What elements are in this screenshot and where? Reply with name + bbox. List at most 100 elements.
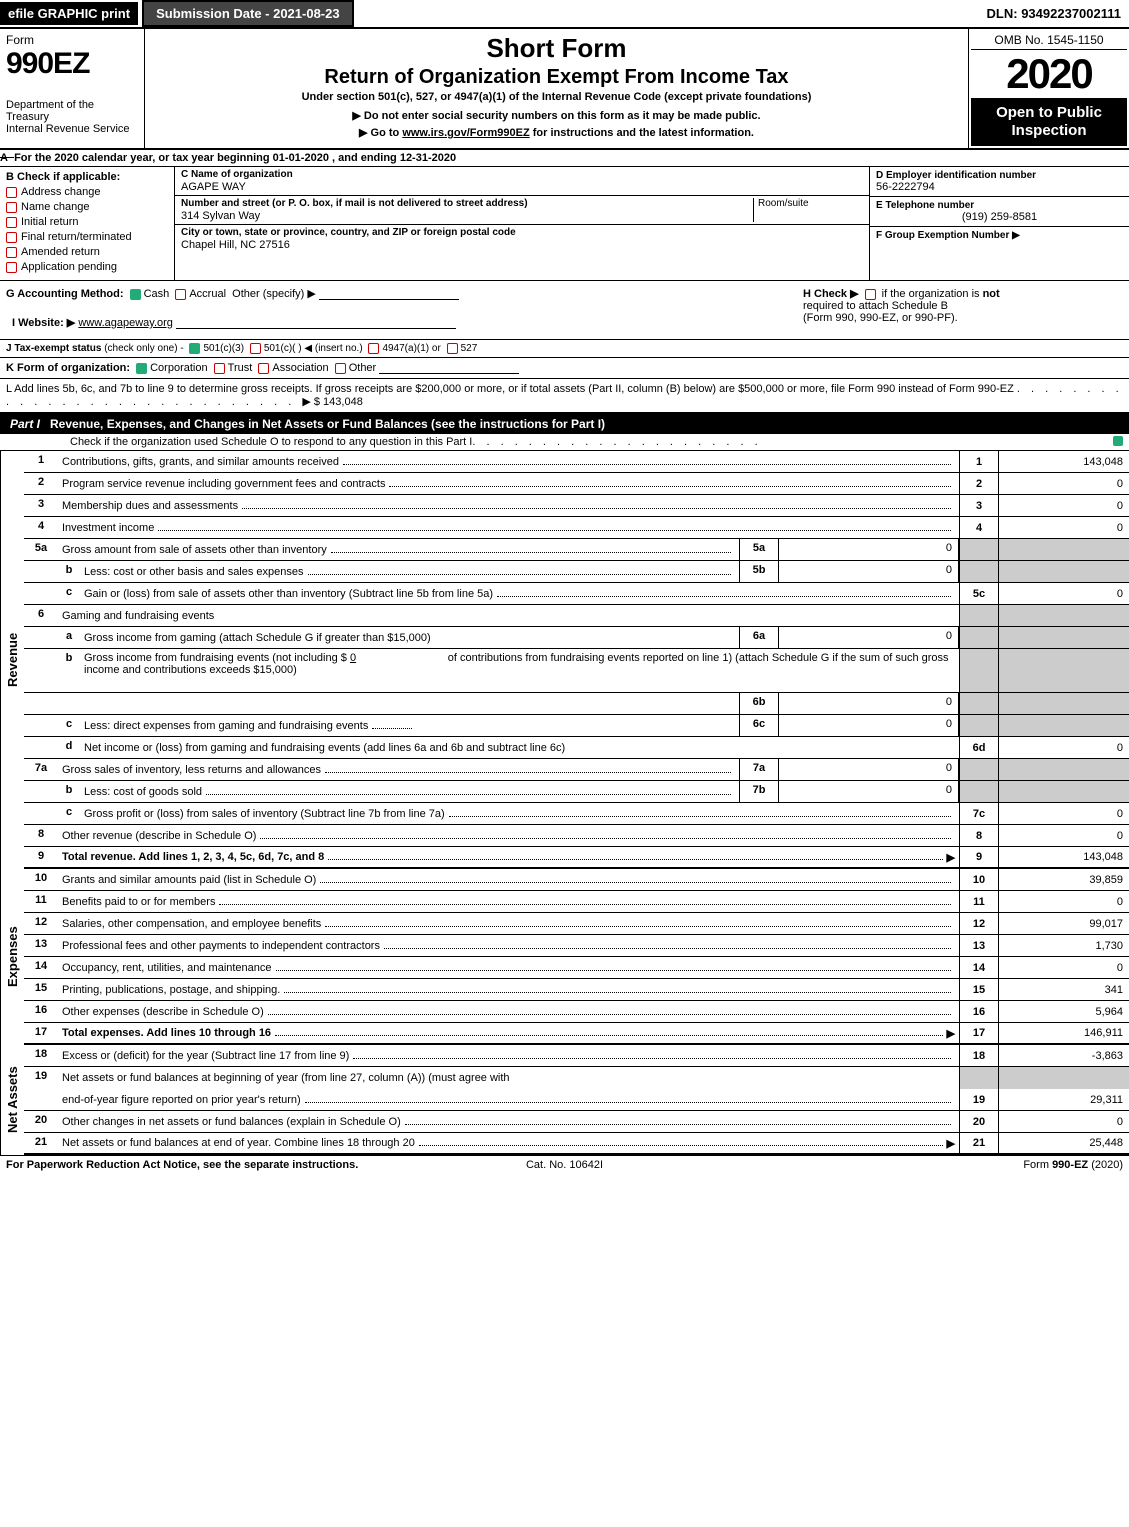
endval-6b2-shade (999, 693, 1129, 714)
val-16: 5,964 (999, 1001, 1129, 1022)
num-20: 20 (24, 1111, 58, 1132)
val-19: 29,311 (999, 1089, 1129, 1110)
chk-name-change[interactable] (6, 202, 17, 213)
l-amount: ▶ $ 143,048 (302, 396, 362, 408)
lbl-527: 527 (461, 343, 478, 354)
sub-b: b (58, 561, 80, 582)
val-6d: 0 (999, 737, 1129, 758)
line-a-text: For the 2020 calendar year, or tax year … (14, 152, 456, 164)
chk-corporation[interactable] (136, 363, 147, 374)
website-link[interactable]: www.agapeway.org (78, 317, 173, 329)
short-form-title: Short Form (153, 33, 960, 64)
footer-left: For Paperwork Reduction Act Notice, see … (6, 1159, 358, 1171)
val-7c: 0 (999, 803, 1129, 824)
sub-6b: b (58, 649, 80, 692)
desc-19-1: Net assets or fund balances at beginning… (62, 1072, 510, 1084)
midval-6a: 0 (779, 627, 959, 648)
irs-link[interactable]: www.irs.gov/Form990EZ (402, 127, 529, 139)
val-12: 99,017 (999, 913, 1129, 934)
endnum-7b-shade (959, 781, 999, 802)
chk-association[interactable] (258, 363, 269, 374)
endnum-15: 15 (959, 979, 999, 1000)
chk-application-pending[interactable] (6, 262, 17, 273)
val-21: 25,448 (999, 1133, 1129, 1153)
chk-k-other[interactable] (335, 363, 346, 374)
website-underline (176, 317, 456, 329)
street-value: 314 Sylvan Way (181, 210, 753, 222)
omb-number: OMB No. 1545-1150 (971, 31, 1127, 50)
line-a-tax-year: A For the 2020 calendar year, or tax yea… (0, 150, 1129, 167)
chk-address-change[interactable] (6, 187, 17, 198)
desc-15: Printing, publications, postage, and shi… (62, 984, 280, 996)
num-4: 4 (24, 517, 58, 538)
num-7a: 7a (24, 759, 58, 780)
header-center: Short Form Return of Organization Exempt… (145, 29, 969, 148)
chk-4947[interactable] (368, 343, 379, 354)
endnum-5c: 5c (959, 583, 999, 604)
desc-21: Net assets or fund balances at end of ye… (62, 1137, 415, 1149)
dln-label: DLN: 93492237002111 (979, 2, 1129, 25)
chk-501c[interactable] (250, 343, 261, 354)
midnum-7b: 7b (739, 781, 779, 802)
chk-527[interactable] (447, 343, 458, 354)
val-8: 0 (999, 825, 1129, 846)
chk-schedule-o-used[interactable] (1113, 436, 1123, 446)
k-label: K Form of organization: (6, 362, 130, 374)
chk-amended-return[interactable] (6, 247, 17, 258)
endval-6-shade (999, 605, 1129, 626)
midnum-7a: 7a (739, 759, 779, 780)
desc-7c: Gross profit or (loss) from sales of inv… (84, 808, 445, 820)
val-9: 143,048 (999, 847, 1129, 867)
chk-schedule-b[interactable] (865, 289, 876, 300)
efile-print-label[interactable]: efile GRAPHIC print (0, 2, 138, 25)
footer-right: Form 990-EZ (2020) (1023, 1159, 1123, 1171)
chk-cash[interactable] (130, 289, 141, 300)
num-6a-blank (24, 627, 58, 648)
num-6: 6 (24, 605, 58, 626)
h-not: not (983, 288, 1000, 300)
chk-accrual[interactable] (175, 289, 186, 300)
val-14: 0 (999, 957, 1129, 978)
org-name: AGAPE WAY (181, 181, 863, 193)
desc-6: Gaming and fundraising events (62, 610, 214, 622)
chk-initial-return[interactable] (6, 217, 17, 228)
midval-6b: 0 (779, 693, 959, 714)
other-specify-field[interactable] (319, 288, 459, 300)
chk-trust[interactable] (214, 363, 225, 374)
col-c-org-info: C Name of organization AGAPE WAY Number … (175, 167, 869, 280)
num-9: 9 (24, 847, 58, 867)
form-number: 990EZ (6, 47, 138, 81)
desc-11: Benefits paid to or for members (62, 896, 215, 908)
num-19: 19 (24, 1067, 58, 1089)
chk-final-return[interactable] (6, 232, 17, 243)
val-13: 1,730 (999, 935, 1129, 956)
arrow-9: ▶ (947, 851, 955, 864)
val-10: 39,859 (999, 869, 1129, 890)
endnum-5b-shade (959, 561, 999, 582)
desc-6c: Less: direct expenses from gaming and fu… (84, 720, 368, 732)
endnum-7a-shade (959, 759, 999, 780)
org-name-label: C Name of organization (181, 169, 863, 180)
form-word: Form (6, 33, 138, 47)
part1-sub-text: Check if the organization used Schedule … (70, 436, 472, 448)
goto-post: for instructions and the latest informat… (530, 127, 754, 139)
lbl-address-change: Address change (21, 186, 101, 198)
accounting-method-label: G Accounting Method: (6, 288, 124, 300)
desc-8: Other revenue (describe in Schedule O) (62, 830, 256, 842)
chk-501c3[interactable] (189, 343, 200, 354)
row-g-h: G Accounting Method: Cash Accrual Other … (0, 281, 1129, 340)
page-footer: For Paperwork Reduction Act Notice, see … (0, 1155, 1129, 1174)
goto-notice: ▶ Go to www.irs.gov/Form990EZ for instru… (153, 126, 960, 139)
row-k-form-org: K Form of organization: Corporation Trus… (0, 358, 1129, 379)
side-net-assets: Net Assets (0, 1045, 24, 1155)
desc-17: Total expenses. Add lines 10 through 16 (62, 1027, 271, 1039)
k-other-field[interactable] (379, 362, 519, 374)
endval-19-shade (999, 1067, 1129, 1089)
desc-2: Program service revenue including govern… (62, 478, 385, 490)
header-left: Form 990EZ Department of the Treasury In… (0, 29, 145, 148)
under-section: Under section 501(c), 527, or 4947(a)(1)… (153, 91, 960, 103)
endnum-3: 3 (959, 495, 999, 516)
desc-12: Salaries, other compensation, and employ… (62, 918, 321, 930)
endnum-16: 16 (959, 1001, 999, 1022)
desc-7b: Less: cost of goods sold (84, 786, 202, 798)
